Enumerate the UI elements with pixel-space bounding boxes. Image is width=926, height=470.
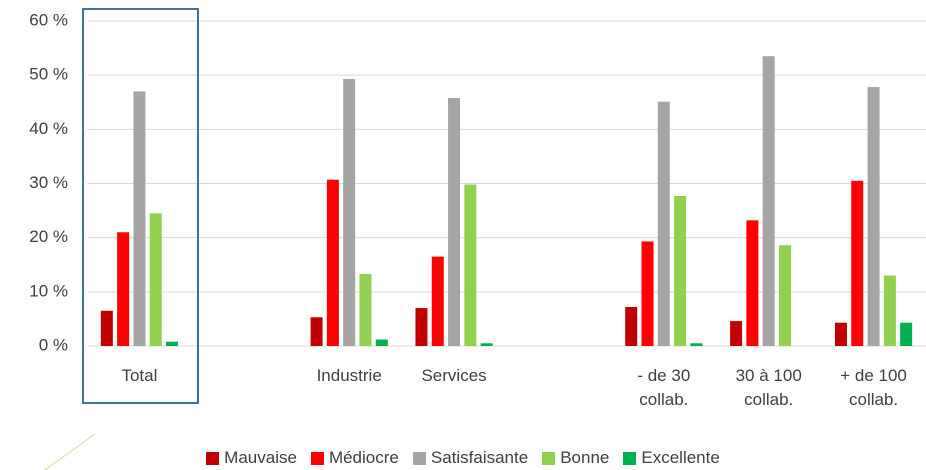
bar (900, 322, 913, 346)
bar (834, 322, 847, 346)
y-tick-label: 60 % (29, 10, 68, 29)
bar (415, 308, 428, 346)
bar (674, 195, 687, 346)
bar (883, 275, 896, 346)
x-tick-label: Services (421, 366, 487, 385)
bar (359, 273, 372, 346)
legend-item: Médiocre (310, 448, 399, 468)
x-tick-label: Total (121, 366, 158, 385)
bar (625, 307, 638, 346)
x-tick-label: 30 à 100 collab. (735, 366, 802, 409)
bar (480, 343, 493, 346)
y-tick-label: 40 % (29, 119, 68, 138)
bar (133, 91, 146, 347)
bar (100, 310, 113, 346)
bar (851, 180, 864, 346)
bar (867, 87, 880, 346)
y-tick-label: 30 % (29, 173, 68, 192)
legend-item: Excellente (623, 448, 720, 468)
bar (149, 213, 162, 346)
bar (326, 179, 339, 346)
legend-item: Bonne (542, 448, 609, 468)
bar (117, 232, 130, 346)
legend-swatch (310, 451, 324, 465)
y-tick-label: 20 % (29, 227, 68, 246)
bar (431, 256, 444, 346)
bar (657, 101, 670, 346)
highlight-box (82, 8, 199, 404)
bar (310, 317, 323, 346)
bar (730, 321, 743, 346)
bar (343, 78, 356, 346)
x-tick-label: - de 30 collab. (637, 366, 691, 409)
legend-item: Mauvaise (206, 448, 297, 468)
bar (778, 245, 791, 346)
bar (464, 184, 477, 346)
legend-swatch (542, 451, 556, 465)
bar (641, 241, 654, 346)
bar (448, 97, 461, 347)
decoration (44, 433, 96, 470)
legend: Mauvaise Médiocre Satisfaisante Bonne Excell… (0, 448, 926, 468)
legend-label: Excellente (641, 448, 720, 467)
x-tick-label: + de 100 collab. (840, 366, 907, 409)
legend-label: Bonne (560, 448, 610, 467)
legend-label: Mauvaise (224, 448, 297, 467)
bar (690, 343, 703, 346)
legend-swatch (206, 451, 220, 465)
x-tick-label: Industrie (316, 366, 382, 385)
legend-item: Satisfaisante (412, 448, 529, 468)
bar (375, 339, 388, 346)
legend-label: Satisfaisante (430, 448, 529, 467)
y-tick-label: 0 % (39, 335, 68, 354)
legend-swatch (412, 451, 426, 465)
bar (746, 220, 759, 346)
legend-label: Médiocre (328, 448, 399, 467)
y-tick-label: 10 % (29, 281, 68, 300)
bar (762, 56, 775, 346)
legend-swatch (623, 451, 637, 465)
y-tick-label: 50 % (29, 65, 68, 84)
bar (166, 341, 179, 346)
